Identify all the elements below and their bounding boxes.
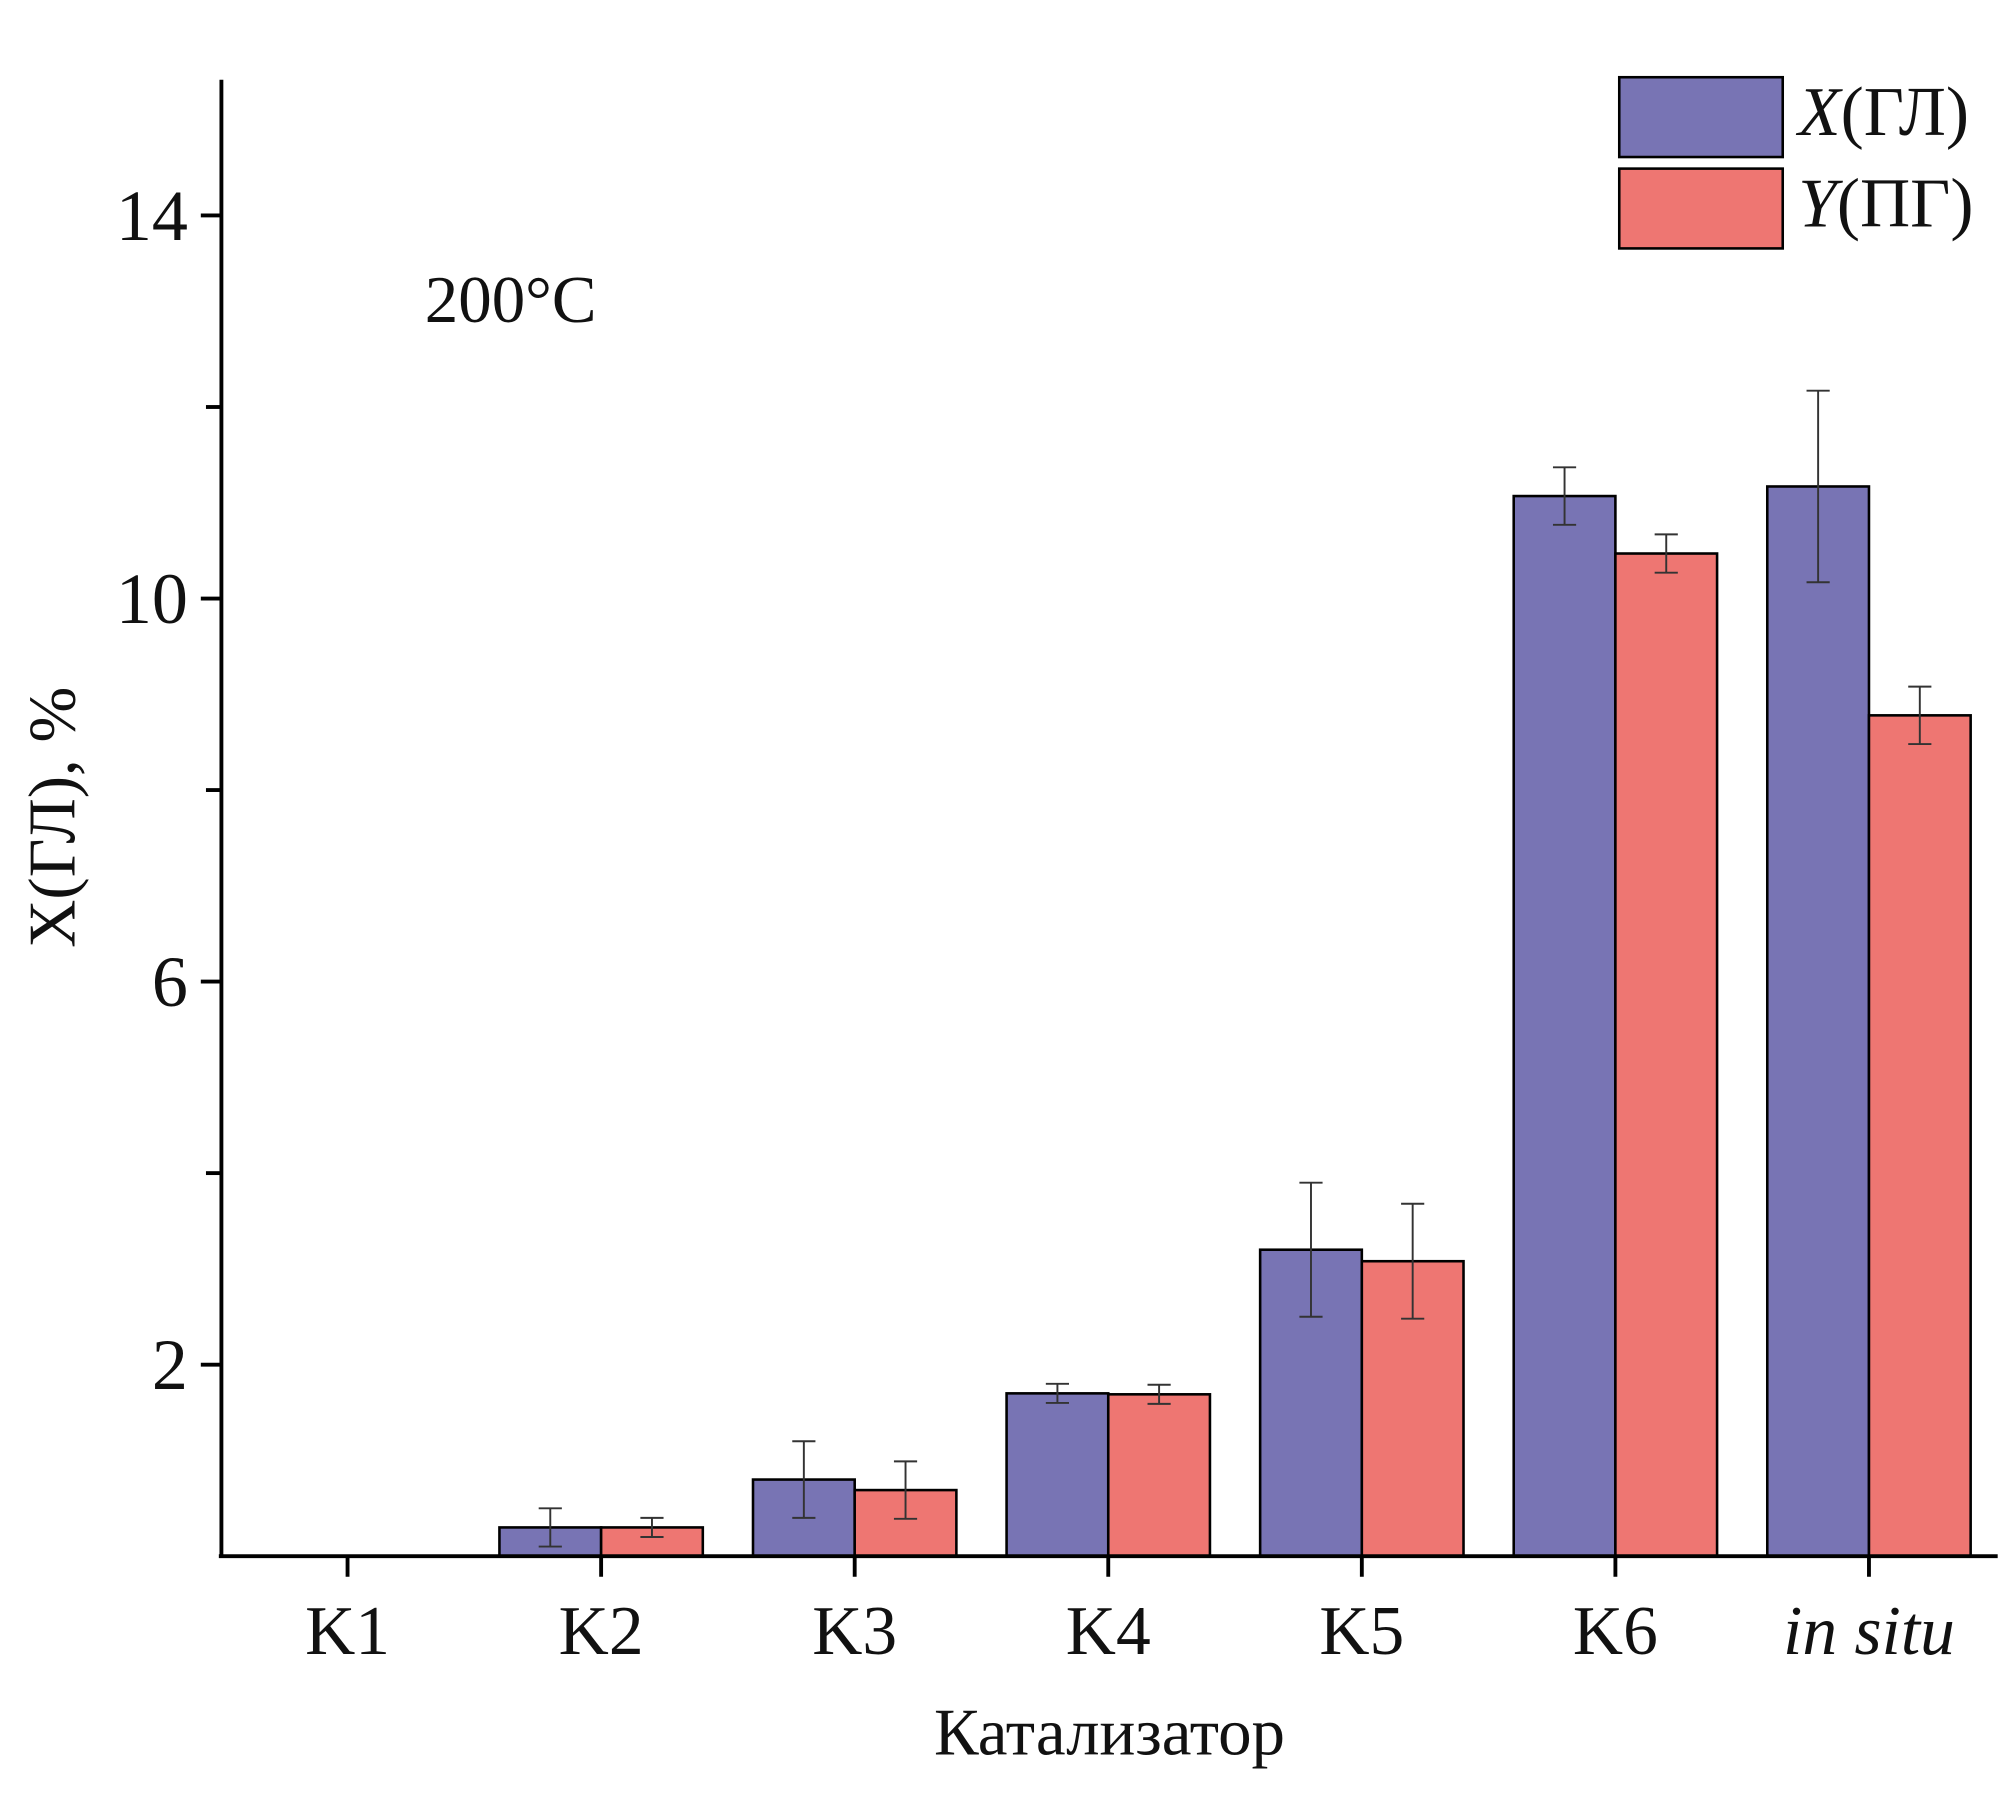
x-tick-label: K6	[1573, 1593, 1658, 1670]
x-tick-label: K3	[812, 1593, 897, 1670]
y-tick-label: 14	[116, 176, 188, 256]
error-bar	[538, 1507, 562, 1548]
legend-swatch	[1617, 75, 1785, 159]
error-bar	[1654, 533, 1678, 574]
legend-swatch	[1617, 167, 1785, 250]
y-tick-label: 6	[152, 942, 188, 1022]
x-tick-label: K4	[1066, 1593, 1151, 1670]
bars-layer	[498, 485, 1972, 1558]
x-tick-label: K5	[1319, 1593, 1404, 1670]
legend-label-rest: (ГЛ)	[1841, 74, 1969, 151]
legend-label-rest: (ПГ)	[1837, 166, 1974, 243]
bar-x-K6	[1512, 494, 1617, 1558]
error-bar	[1806, 389, 1830, 584]
error-bar	[1908, 685, 1932, 746]
y-tick-label: 2	[152, 1325, 188, 1405]
bar-y-K6	[1614, 552, 1719, 1558]
legend: X(ГЛ) Y(ПГ)	[1617, 74, 1973, 250]
error-bar	[792, 1440, 816, 1519]
x-axis-label: Катализатор	[934, 1695, 1285, 1769]
x-tick-label: in situ	[1783, 1593, 1955, 1670]
error-bar	[1045, 1382, 1070, 1404]
legend-label-italic: X	[1795, 74, 1843, 151]
bar-y-K4	[1106, 1393, 1212, 1558]
x-ticks: K1 K2 K3 K4 K5 K6 in situ	[305, 1556, 1955, 1670]
x-tick-label: K2	[559, 1593, 644, 1670]
error-bar	[893, 1460, 918, 1520]
error-bars-layer	[538, 389, 1932, 1548]
y-tick-label: 10	[116, 559, 188, 639]
legend-label: Y(ПГ)	[1798, 166, 1973, 243]
bar-y-K3	[853, 1488, 958, 1558]
error-bar	[1147, 1383, 1171, 1405]
bar-y-in-situ	[1867, 714, 1972, 1558]
legend-label: X(ГЛ)	[1795, 74, 1969, 151]
legend-label-italic: Y	[1798, 166, 1843, 243]
bar-x-in-situ	[1765, 485, 1871, 1558]
y-ticks: 2 6 10 14	[116, 176, 222, 1405]
error-bar	[640, 1516, 664, 1538]
error-bar	[1299, 1181, 1323, 1318]
error-bar	[1401, 1202, 1425, 1320]
bar-x-K4	[1005, 1392, 1110, 1558]
y-axis-label: X(ГЛ), %	[16, 687, 90, 948]
error-bar	[1552, 466, 1577, 526]
x-tick-label: K1	[305, 1593, 390, 1670]
annotation-temperature: 200°C	[425, 263, 597, 337]
